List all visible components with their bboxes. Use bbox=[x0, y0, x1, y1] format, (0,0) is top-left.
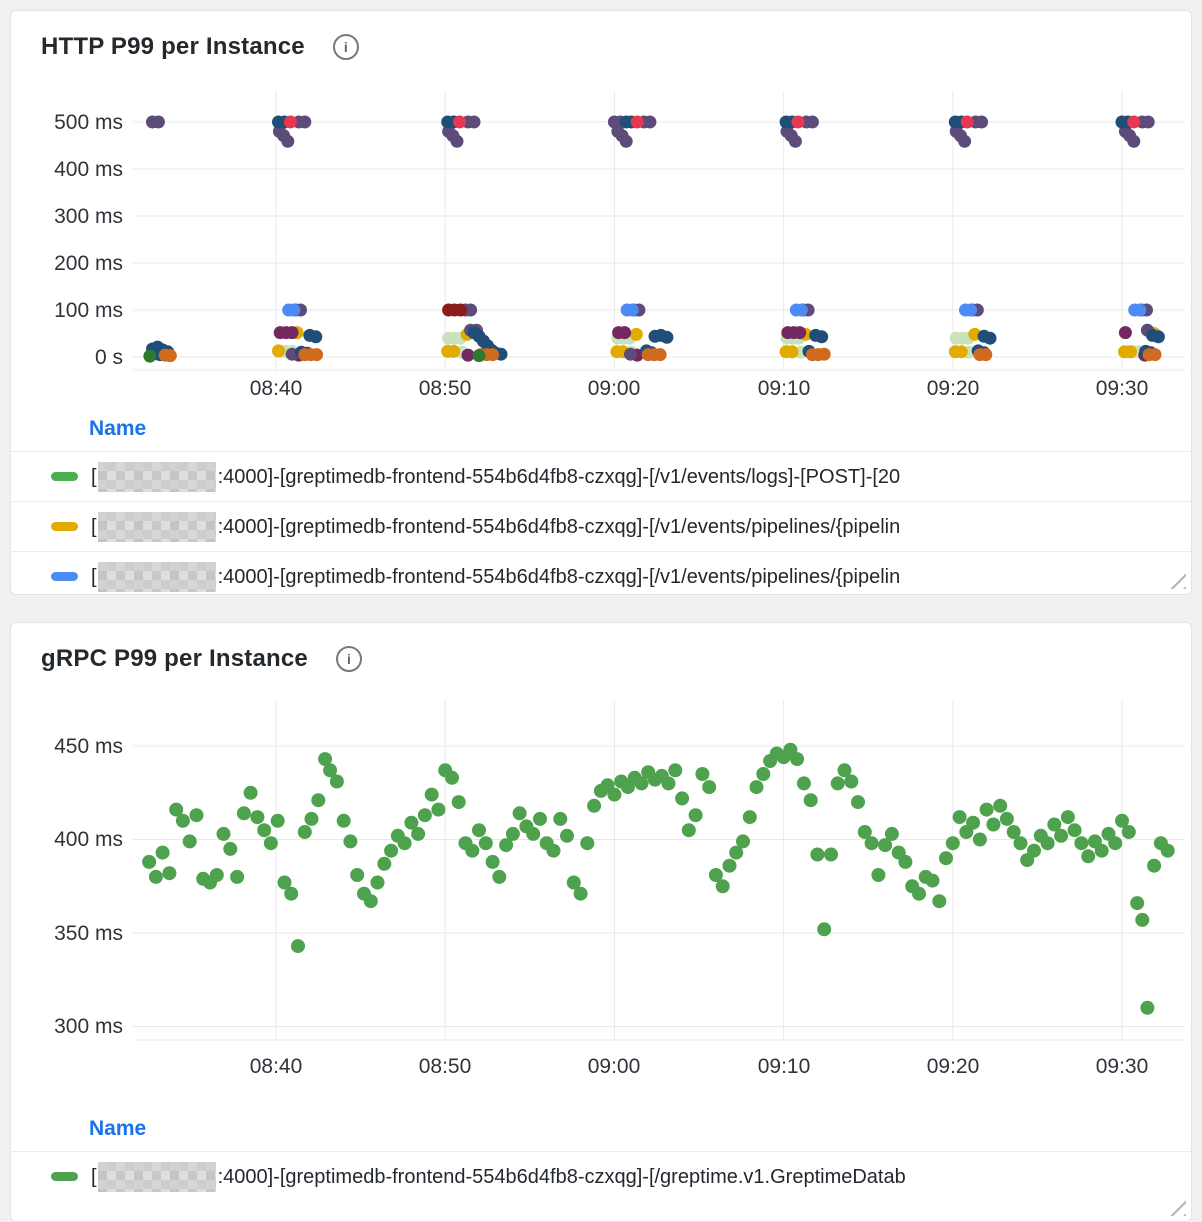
panel-header: HTTP P99 per Instance i bbox=[41, 33, 1191, 61]
legend-label: [:4000]-[greptimedb-frontend-554b6d4fb8-… bbox=[91, 561, 1191, 592]
http-p99-panel: HTTP P99 per Instance i 500 ms 400 ms 30… bbox=[10, 10, 1192, 595]
legend-header: Name bbox=[89, 1117, 147, 1140]
x-axis: 08:40 08:50 09:00 09:10 09:20 09:30 bbox=[250, 1055, 1149, 1078]
info-icon[interactable]: i bbox=[335, 646, 362, 672]
series-color-pill bbox=[51, 522, 78, 531]
x-tick-label: 09:30 bbox=[1096, 377, 1149, 400]
y-axis: 450 ms 400 ms 350 ms 300 ms bbox=[54, 735, 123, 1038]
panel-title: gRPC P99 per Instance bbox=[41, 645, 308, 672]
x-tick-label: 09:30 bbox=[1096, 1055, 1149, 1078]
redacted-host bbox=[97, 511, 216, 542]
x-tick-label: 09:10 bbox=[758, 377, 811, 400]
dashboard-page: { "http_panel": { "title": "HTTP P99 per… bbox=[10, 10, 1192, 1222]
x-tick-label: 09:10 bbox=[758, 1055, 811, 1078]
legend-row[interactable]: [:4000]-[greptimedb-frontend-554b6d4fb8-… bbox=[11, 501, 1191, 551]
y-tick-label: 500 ms bbox=[54, 111, 123, 134]
legend-row[interactable]: [:4000]-[greptimedb-frontend-554b6d4fb8-… bbox=[11, 451, 1191, 501]
legend-label: [:4000]-[greptimedb-frontend-554b6d4fb8-… bbox=[91, 1161, 1191, 1192]
x-tick-label: 09:00 bbox=[588, 377, 641, 400]
x-tick-label: 08:50 bbox=[419, 377, 472, 400]
grpc-chart-canvas[interactable]: 450 ms 400 ms 350 ms 300 ms 08:40 08:50 … bbox=[11, 685, 1192, 1105]
x-tick-label: 08:40 bbox=[250, 1055, 303, 1078]
y-tick-label: 200 ms bbox=[54, 252, 123, 275]
grpc-p99-panel: gRPC P99 per Instance i 450 ms 400 ms 35… bbox=[10, 622, 1192, 1222]
redacted-host bbox=[97, 561, 216, 592]
y-tick-label: 400 ms bbox=[54, 828, 123, 851]
series-color-pill bbox=[51, 472, 78, 481]
y-tick-label: 400 ms bbox=[54, 158, 123, 181]
x-tick-label: 09:20 bbox=[927, 377, 980, 400]
legend-header: Name bbox=[89, 417, 147, 440]
y-tick-label: 300 ms bbox=[54, 1015, 123, 1038]
legend-label: [:4000]-[greptimedb-frontend-554b6d4fb8-… bbox=[91, 461, 1191, 492]
grpc-legend: Name [:4000]-[greptimedb-frontend-554b6d… bbox=[11, 1105, 1191, 1201]
panel-header: gRPC P99 per Instance i bbox=[41, 645, 1191, 673]
http-chart-canvas[interactable]: 500 ms 400 ms 300 ms 200 ms 100 ms 0 s 0… bbox=[11, 73, 1192, 405]
redacted-host bbox=[97, 461, 216, 492]
series-color-pill bbox=[51, 1172, 78, 1181]
x-tick-label: 09:20 bbox=[927, 1055, 980, 1078]
x-tick-label: 09:00 bbox=[588, 1055, 641, 1078]
info-icon[interactable]: i bbox=[332, 34, 359, 60]
y-tick-label: 350 ms bbox=[54, 922, 123, 945]
panel-resize-handle[interactable] bbox=[1169, 1199, 1186, 1216]
panel-title: HTTP P99 per Instance bbox=[41, 33, 305, 60]
y-axis: 500 ms 400 ms 300 ms 200 ms 100 ms 0 s bbox=[54, 111, 123, 369]
legend-row[interactable]: [:4000]-[greptimedb-frontend-554b6d4fb8-… bbox=[11, 551, 1191, 594]
series-color-pill bbox=[51, 572, 78, 581]
y-tick-label: 450 ms bbox=[54, 735, 123, 758]
y-tick-label: 100 ms bbox=[54, 299, 123, 322]
x-tick-label: 08:40 bbox=[250, 377, 303, 400]
y-tick-label: 0 s bbox=[95, 346, 123, 369]
x-tick-label: 08:50 bbox=[419, 1055, 472, 1078]
legend-row[interactable]: [:4000]-[greptimedb-frontend-554b6d4fb8-… bbox=[11, 1151, 1191, 1201]
redacted-host bbox=[97, 1161, 216, 1192]
http-legend: Name [:4000]-[greptimedb-frontend-554b6d… bbox=[11, 405, 1191, 594]
y-tick-label: 300 ms bbox=[54, 205, 123, 228]
x-axis: 08:40 08:50 09:00 09:10 09:20 09:30 bbox=[250, 377, 1149, 400]
legend-label: [:4000]-[greptimedb-frontend-554b6d4fb8-… bbox=[91, 511, 1191, 542]
